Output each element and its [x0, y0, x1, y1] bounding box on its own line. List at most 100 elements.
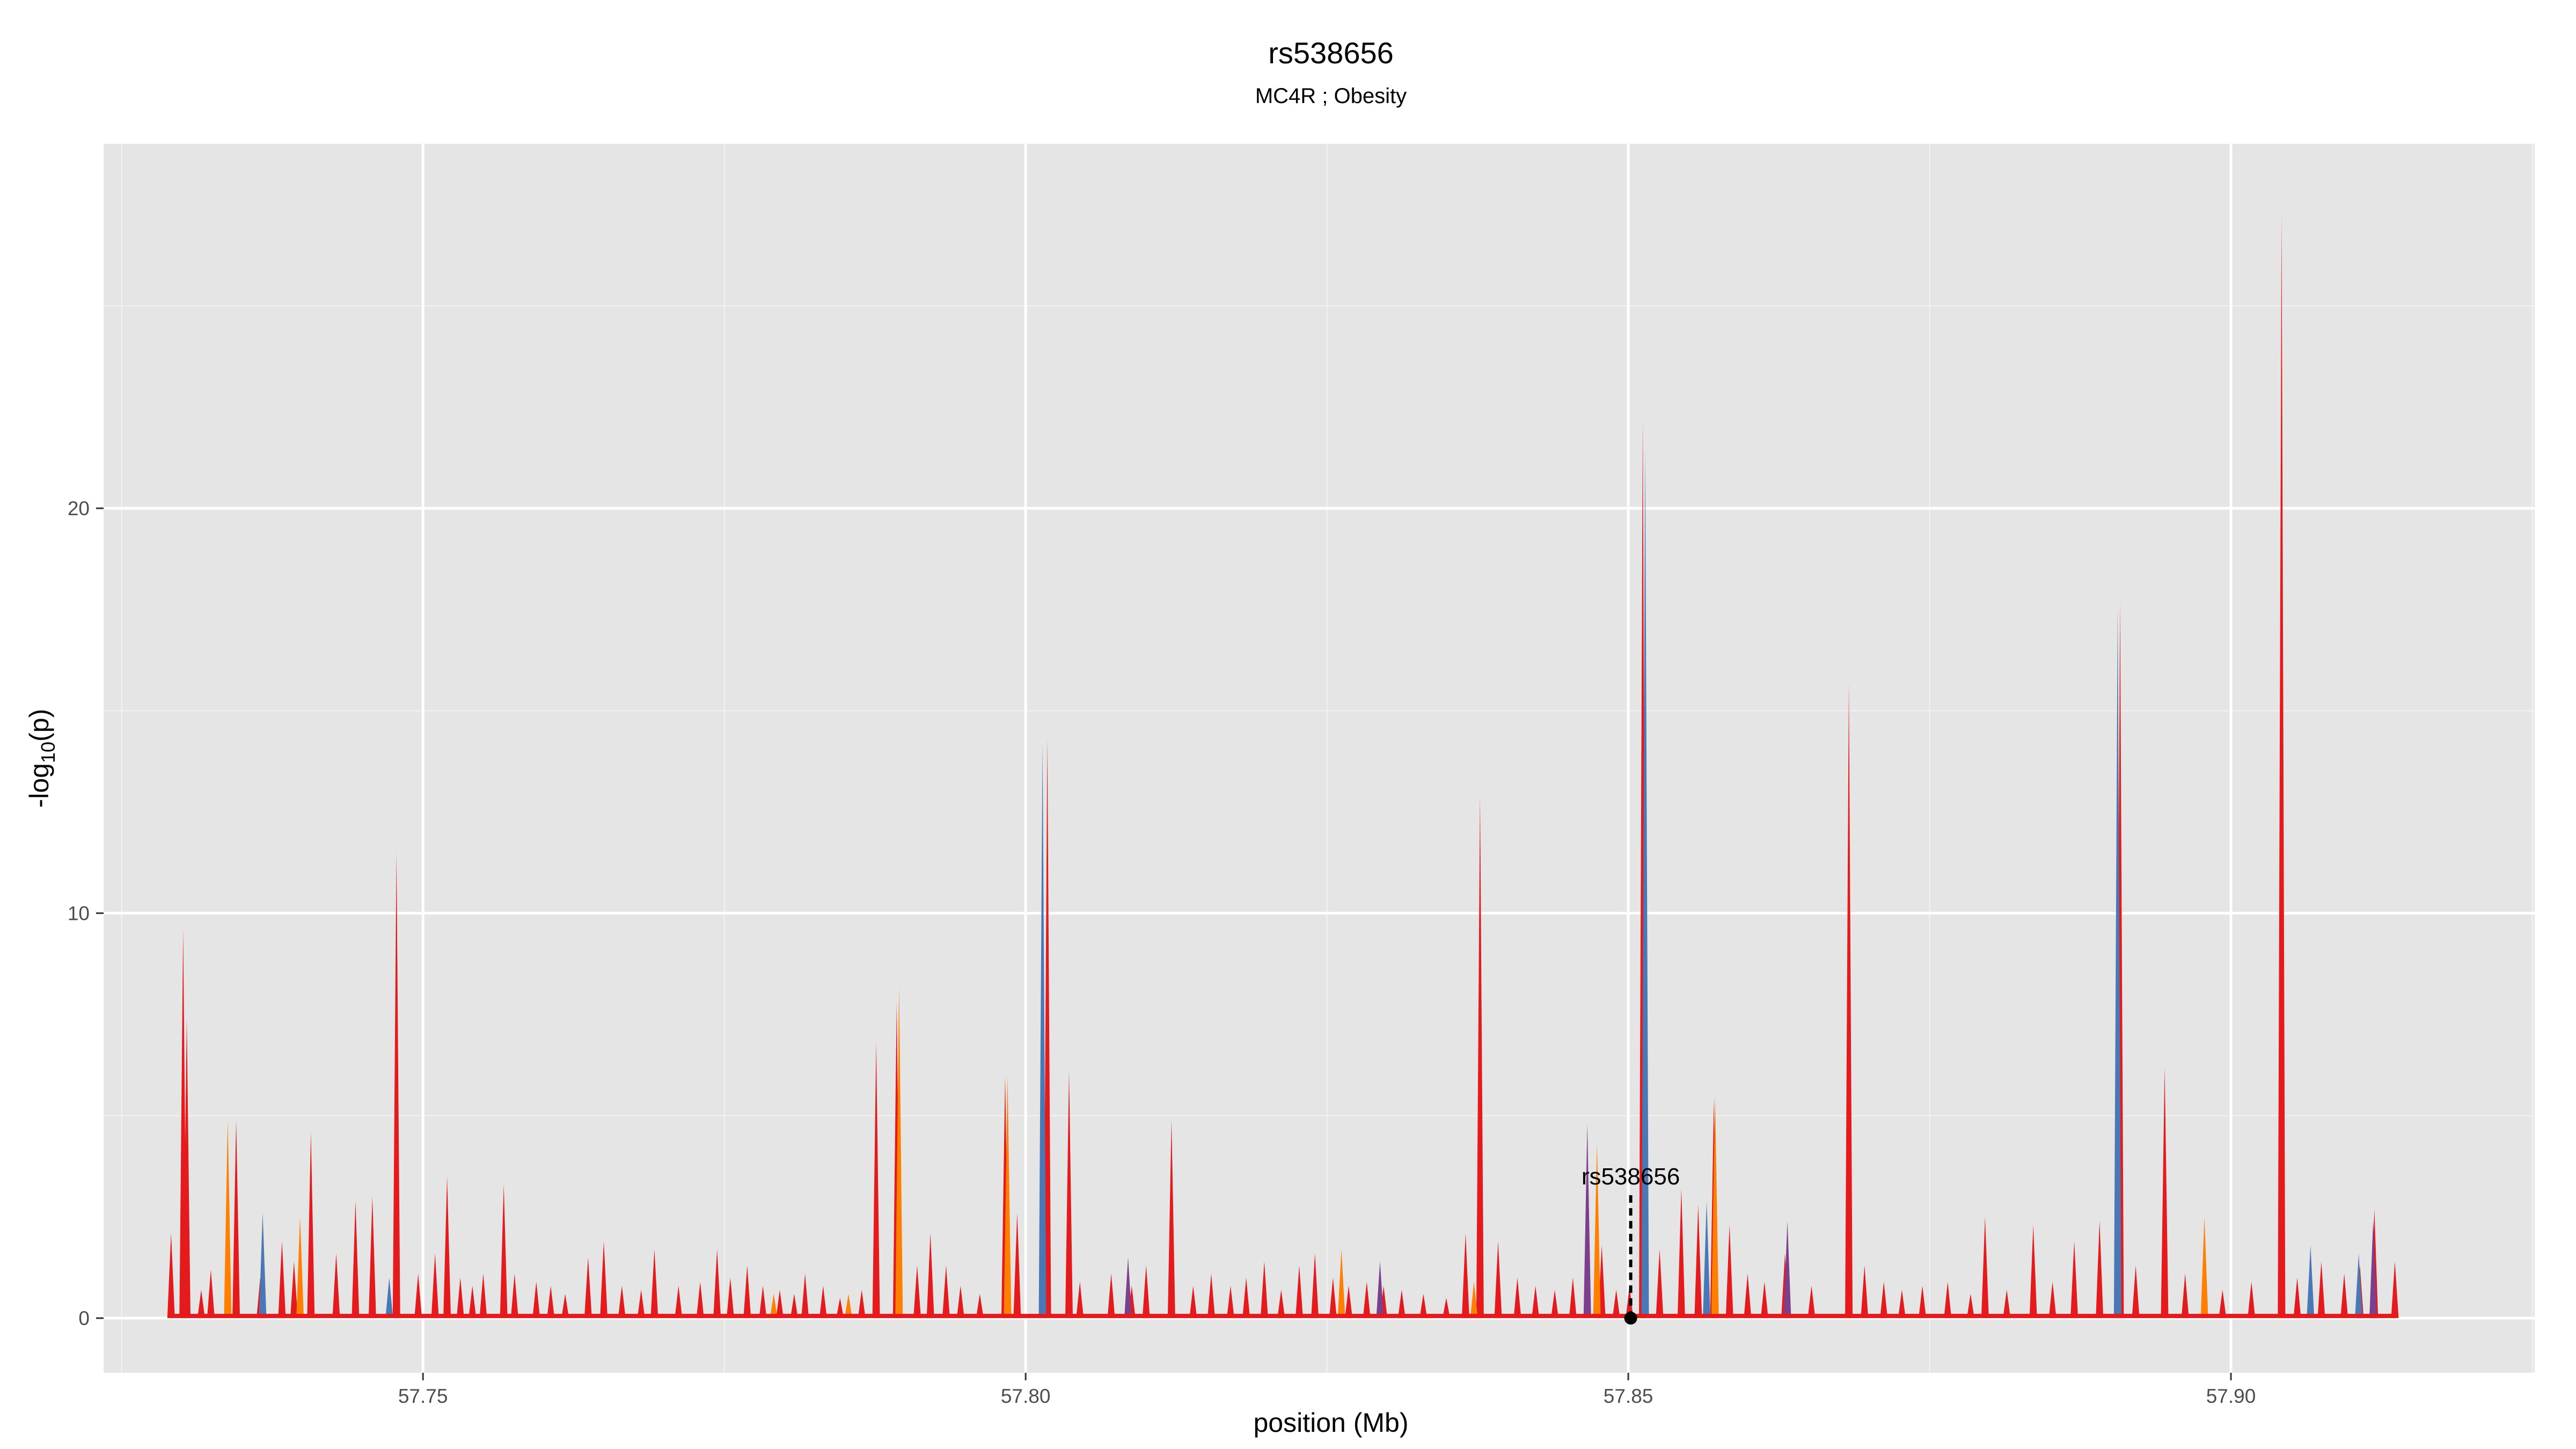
- spike-red-93: [1845, 682, 1853, 1319]
- x-tick-label-3: 57.90: [2206, 1385, 2256, 1407]
- spike-red-3: [197, 1290, 205, 1319]
- spike-red-65: [1311, 1253, 1319, 1319]
- spike-blue-2: [1038, 743, 1046, 1319]
- spike-red-9: [307, 1132, 315, 1319]
- spike-red-19: [479, 1274, 487, 1319]
- y-axis-title: -log10(p): [24, 709, 59, 808]
- data-layer: [167, 213, 2399, 1319]
- spike-red-88: [1725, 1225, 1733, 1319]
- spike-purple-4: [2369, 1221, 2377, 1319]
- spike-red-116: [2340, 1274, 2348, 1319]
- spike-red-75: [1494, 1241, 1502, 1319]
- spike-red-26: [600, 1241, 608, 1319]
- spike-purple-2: [1583, 1123, 1591, 1319]
- spike-red-66: [1329, 1277, 1337, 1319]
- spike-red-46: [942, 1265, 950, 1319]
- spike-red-76: [1513, 1277, 1521, 1319]
- spike-red-0: [167, 1233, 175, 1319]
- spike-red-81: [1612, 1290, 1620, 1319]
- annotation-label: rs538656: [1582, 1163, 1680, 1190]
- spike-red-74: [1476, 795, 1484, 1319]
- spike-blue-7: [2355, 1253, 2363, 1319]
- spike-red-119: [2391, 1261, 2399, 1319]
- spike-red-50: [1013, 1212, 1021, 1319]
- spike-red-112: [2248, 1282, 2256, 1319]
- spike-red-115: [2317, 1261, 2325, 1319]
- spike-red-61: [1242, 1277, 1250, 1319]
- annotation-point: [1624, 1312, 1637, 1325]
- spike-blue-1: [385, 1277, 393, 1319]
- spike-red-39: [819, 1285, 827, 1319]
- spike-red-5: [232, 1119, 240, 1319]
- spike-red-53: [1076, 1282, 1084, 1319]
- spike-red-10: [332, 1253, 340, 1319]
- spike-red-63: [1277, 1290, 1285, 1319]
- spike-red-33: [726, 1277, 734, 1319]
- series-baseline: [171, 1314, 2395, 1319]
- spike-red-96: [1898, 1290, 1906, 1319]
- spike-orange-4: [895, 986, 903, 1319]
- spike-red-113: [2278, 213, 2286, 1319]
- spike-red-111: [2219, 1290, 2227, 1319]
- spike-red-51: [1043, 739, 1051, 1319]
- spike-red-8: [290, 1261, 298, 1319]
- y-axis-title-tail: (p): [24, 709, 54, 742]
- spike-red-18: [469, 1285, 477, 1319]
- x-tick-label-1: 57.80: [1001, 1385, 1051, 1407]
- spike-red-107: [2132, 1265, 2140, 1319]
- spike-red-14: [414, 1274, 422, 1319]
- spike-red-22: [532, 1282, 540, 1319]
- spike-red-25: [584, 1257, 592, 1319]
- spike-red-4: [207, 1269, 215, 1319]
- spike-red-40: [836, 1298, 844, 1319]
- spike-red-102: [2029, 1225, 2037, 1319]
- spike-red-45: [926, 1233, 934, 1319]
- spike-red-70: [1397, 1290, 1406, 1319]
- grid-lines: [104, 144, 2535, 1373]
- spike-red-92: [1807, 1285, 1816, 1319]
- spike-red-95: [1880, 1282, 1888, 1319]
- spike-red-47: [956, 1285, 964, 1319]
- spike-red-84: [1656, 1249, 1664, 1319]
- spike-red-114: [2293, 1277, 2301, 1319]
- spike-blue-0: [259, 1212, 267, 1319]
- spike-red-7: [278, 1241, 286, 1319]
- spike-red-79: [1569, 1277, 1577, 1319]
- x-tick-label-2: 57.85: [1604, 1385, 1653, 1407]
- spike-red-57: [1167, 1119, 1175, 1319]
- x-axis: 57.75 57.80 57.85 57.90: [398, 1373, 2256, 1407]
- series-red: [167, 213, 2399, 1319]
- spike-red-42: [872, 1043, 880, 1319]
- spike-red-72: [1442, 1298, 1450, 1319]
- spike-red-62: [1260, 1261, 1268, 1319]
- spike-red-108: [2161, 1067, 2169, 1319]
- spike-red-90: [1760, 1282, 1768, 1319]
- spike-red-77: [1532, 1285, 1540, 1319]
- y-axis: 0 10 20: [68, 497, 104, 1329]
- spike-red-86: [1694, 1204, 1702, 1319]
- spike-red-29: [650, 1249, 658, 1319]
- spike-orange-8: [1593, 1144, 1601, 1319]
- spike-red-2: [182, 1018, 191, 1319]
- spike-blue-4: [1703, 1201, 1711, 1319]
- y-axis-title-main: -log: [24, 763, 54, 808]
- spike-red-94: [1861, 1265, 1869, 1319]
- spike-red-20: [500, 1184, 508, 1319]
- spike-red-109: [2181, 1274, 2189, 1319]
- spike-red-104: [2070, 1241, 2079, 1319]
- spike-red-30: [675, 1285, 683, 1319]
- spike-red-27: [618, 1285, 626, 1319]
- spike-red-48: [976, 1293, 984, 1319]
- y-tick-label-0: 0: [78, 1307, 90, 1329]
- spike-red-54: [1107, 1274, 1115, 1319]
- spike-red-38: [801, 1274, 809, 1319]
- spike-red-59: [1207, 1274, 1215, 1319]
- spike-orange-2: [770, 1293, 778, 1319]
- spike-red-68: [1363, 1282, 1371, 1319]
- spike-orange-6: [1337, 1249, 1345, 1319]
- spike-orange-9: [1711, 1095, 1719, 1319]
- y-tick-label-1: 10: [68, 903, 90, 925]
- spike-red-44: [913, 1265, 921, 1319]
- spike-orange-5: [1004, 1075, 1012, 1319]
- series-blue: [259, 447, 2363, 1319]
